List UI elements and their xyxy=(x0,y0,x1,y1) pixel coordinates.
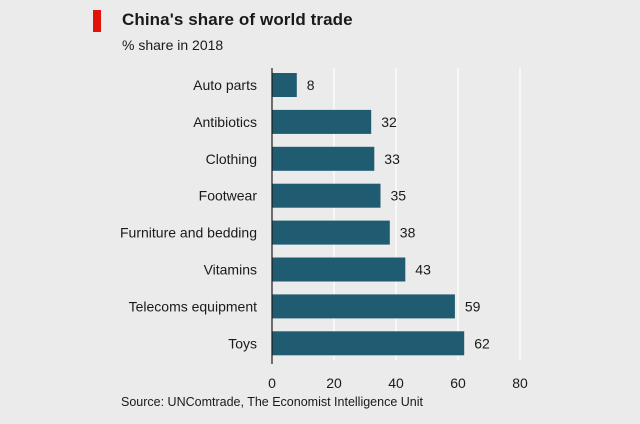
x-tick-label: 20 xyxy=(326,375,342,391)
category-label: Clothing xyxy=(206,151,257,167)
category-label: Auto parts xyxy=(193,77,257,93)
chart-title: China's share of world trade xyxy=(122,10,353,29)
chart-subtitle: % share in 2018 xyxy=(122,37,224,53)
data-label: 33 xyxy=(384,151,400,167)
category-label: Furniture and bedding xyxy=(120,225,257,241)
bar xyxy=(272,331,465,356)
category-label: Footwear xyxy=(199,188,258,204)
bar xyxy=(272,183,381,208)
data-label: 32 xyxy=(381,114,397,130)
data-label: 35 xyxy=(391,188,407,204)
category-label: Toys xyxy=(228,335,257,351)
bar xyxy=(272,220,390,245)
category-label: Vitamins xyxy=(204,262,257,278)
bar xyxy=(272,109,372,134)
data-label: 8 xyxy=(307,77,315,93)
bar xyxy=(272,257,406,282)
bar xyxy=(272,294,455,319)
data-label: 38 xyxy=(400,225,416,241)
data-label: 59 xyxy=(465,298,481,314)
x-tick-label: 0 xyxy=(268,375,276,391)
bar xyxy=(272,73,297,97)
x-tick-label: 40 xyxy=(388,375,404,391)
data-label: 62 xyxy=(474,335,490,351)
category-label: Telecoms equipment xyxy=(129,298,258,314)
data-label: 43 xyxy=(415,262,431,278)
category-label: Antibiotics xyxy=(193,114,257,130)
x-tick-label: 60 xyxy=(450,375,466,391)
red-accent-bar xyxy=(93,10,101,32)
bar xyxy=(272,146,375,171)
source-note: Source: UNComtrade, The Economist Intell… xyxy=(121,395,423,409)
x-tick-label: 80 xyxy=(512,375,528,391)
